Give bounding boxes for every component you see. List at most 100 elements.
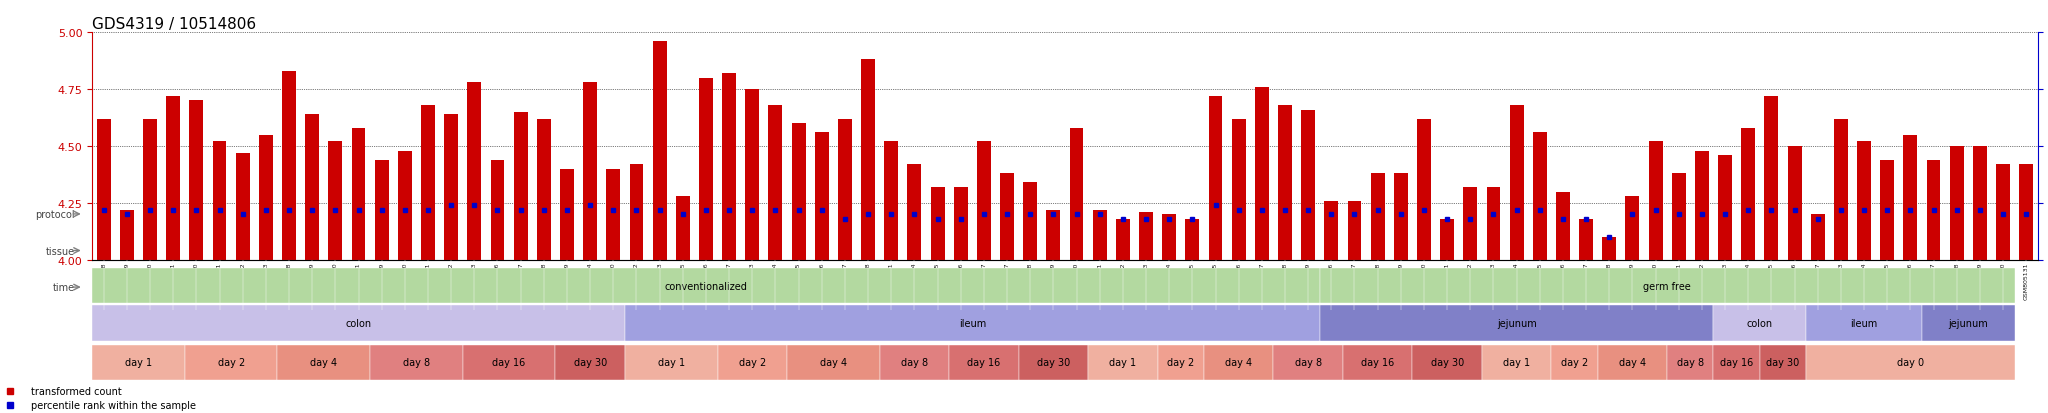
Text: germ free: germ free <box>1642 281 1692 291</box>
Text: day 2: day 2 <box>739 357 766 368</box>
Bar <box>907 165 922 260</box>
Bar <box>328 142 342 260</box>
Text: colon: colon <box>346 318 371 328</box>
Bar <box>1671 174 1686 260</box>
Bar <box>1343 345 1413 380</box>
Bar <box>815 133 829 260</box>
Bar <box>1741 128 1755 260</box>
Bar <box>1997 165 2009 260</box>
Text: conventionalized: conventionalized <box>664 281 748 291</box>
Bar <box>1880 160 1894 260</box>
Text: day 4: day 4 <box>309 357 338 368</box>
Bar <box>1087 345 1157 380</box>
Bar <box>1370 174 1384 260</box>
Bar <box>1950 147 1964 260</box>
Bar <box>1348 201 1362 260</box>
Text: day 1: day 1 <box>125 357 152 368</box>
Bar <box>1047 210 1061 260</box>
Bar <box>1483 345 1552 380</box>
Bar <box>1464 188 1477 260</box>
Bar <box>184 345 276 380</box>
Text: day 8: day 8 <box>1294 357 1321 368</box>
Bar <box>625 306 1319 341</box>
Bar <box>1602 237 1616 260</box>
Bar <box>397 151 412 260</box>
Bar <box>584 83 598 260</box>
Bar <box>999 174 1014 260</box>
Bar <box>1325 201 1337 260</box>
Bar <box>92 268 1319 304</box>
Bar <box>305 115 319 260</box>
Bar <box>143 119 158 260</box>
Bar <box>948 345 1018 380</box>
Text: day 30: day 30 <box>1765 357 1800 368</box>
Text: transformed count: transformed count <box>31 386 121 396</box>
Bar <box>1278 106 1292 260</box>
Bar <box>352 128 365 260</box>
Bar <box>514 112 528 260</box>
Text: colon: colon <box>1747 318 1774 328</box>
Text: day 30: day 30 <box>1036 357 1069 368</box>
Text: day 30: day 30 <box>573 357 606 368</box>
Text: percentile rank within the sample: percentile rank within the sample <box>31 400 197 410</box>
Text: day 16: day 16 <box>1362 357 1395 368</box>
Bar <box>1765 97 1778 260</box>
Bar <box>1069 128 1083 260</box>
Bar <box>1858 142 1872 260</box>
Bar <box>1972 147 1987 260</box>
Bar <box>860 60 874 260</box>
Bar <box>629 165 643 260</box>
Text: day 4: day 4 <box>1618 357 1647 368</box>
Bar <box>236 154 250 260</box>
Bar <box>1116 219 1130 260</box>
Text: day 4: day 4 <box>819 357 848 368</box>
Bar <box>467 83 481 260</box>
Bar <box>1487 188 1501 260</box>
Bar <box>698 78 713 260</box>
Bar <box>1649 142 1663 260</box>
Bar <box>1208 97 1223 260</box>
Text: day 2: day 2 <box>1561 357 1587 368</box>
Bar <box>1552 345 1597 380</box>
Bar <box>444 115 459 260</box>
Bar <box>1579 219 1593 260</box>
Bar <box>954 188 967 260</box>
Bar <box>1319 268 2015 304</box>
Bar <box>1186 219 1200 260</box>
Bar <box>717 345 786 380</box>
Bar <box>258 135 272 260</box>
Text: day 1: day 1 <box>1110 357 1137 368</box>
Bar <box>1094 210 1106 260</box>
Bar <box>1810 215 1825 260</box>
Bar <box>723 74 735 260</box>
Text: day 16: day 16 <box>1720 357 1753 368</box>
Bar <box>1626 197 1638 260</box>
Bar <box>1440 219 1454 260</box>
Bar <box>1139 213 1153 260</box>
Bar <box>885 142 899 260</box>
Bar <box>1319 306 1714 341</box>
Bar <box>977 142 991 260</box>
Text: day 8: day 8 <box>403 357 430 368</box>
Bar <box>492 160 504 260</box>
Bar <box>283 72 297 260</box>
Bar <box>188 101 203 260</box>
Bar <box>1274 345 1343 380</box>
Bar <box>463 345 555 380</box>
Bar <box>1509 106 1524 260</box>
Text: ileum: ileum <box>958 318 985 328</box>
Bar <box>1696 151 1708 260</box>
Bar <box>1255 88 1270 260</box>
Text: day 1: day 1 <box>1503 357 1530 368</box>
Text: day 30: day 30 <box>1430 357 1464 368</box>
Bar <box>1714 306 1806 341</box>
Text: ileum: ileum <box>1851 318 1878 328</box>
Bar <box>213 142 227 260</box>
Bar <box>1204 345 1274 380</box>
Bar <box>1395 174 1407 260</box>
Bar <box>92 306 625 341</box>
Bar <box>121 210 133 260</box>
Bar <box>768 106 782 260</box>
Bar <box>1231 119 1245 260</box>
Bar <box>1833 119 1847 260</box>
